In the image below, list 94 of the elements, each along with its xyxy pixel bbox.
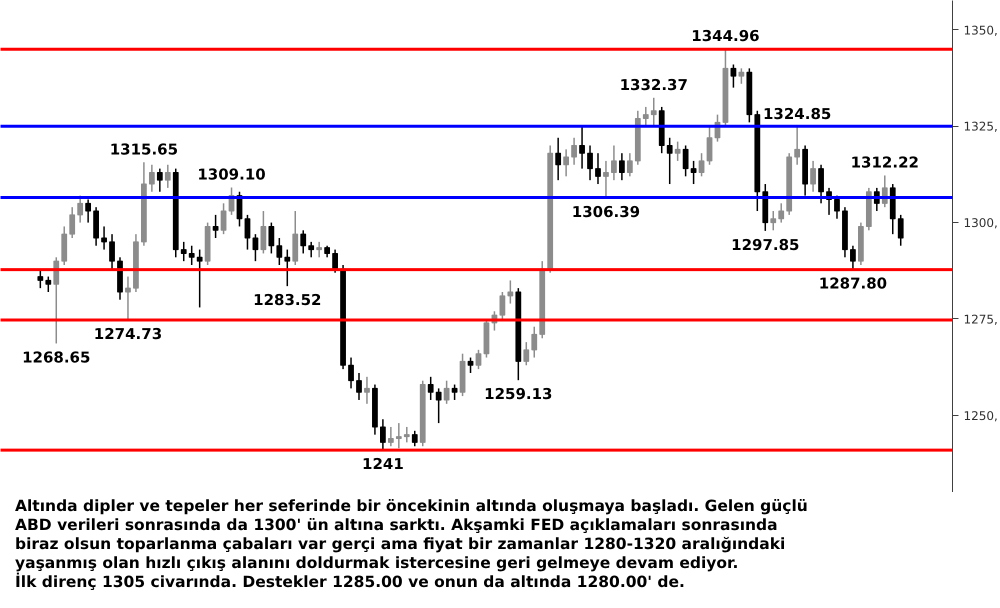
candlestick (738, 68, 744, 85)
candlestick (626, 152, 633, 178)
candlestick (650, 97, 657, 127)
candlestick (276, 237, 282, 266)
candlestick (364, 376, 370, 405)
candlestick (500, 291, 506, 320)
candlestick (324, 244, 330, 258)
candlestick (531, 326, 538, 358)
candlestick (37, 268, 44, 289)
candlestick (284, 248, 290, 287)
candlestick (850, 244, 856, 270)
text: Altında dipler ve tepeler her seferinde bir öncekinin altında oluşmaya başladı. Gelen güçlü ABD verileri sonrasında da 1300' ün altına sarktı. Akşamki FED açıklamaları sonrasında biraz olsun toparlanma çabaları var gerçi ama fiyat bir zamanlar 1280-1320 aralığındaki yaşanmış olan hızlı çıkış alanını doldurmak istercesine geri gelmeye devam ediyor. İlk direnç 1305 civarında. Destekler 1285.00 ve onun da altında 1280.00' de. (14, 497, 808, 592)
candlestick (268, 222, 274, 254)
annotation: 1287.80 (818, 274, 888, 293)
candlestick (260, 210, 266, 254)
annotation: 1297.85 (731, 236, 800, 254)
candlestick (388, 426, 394, 447)
candlestick (77, 194, 84, 224)
candlestick (196, 248, 203, 308)
candlestick (603, 160, 609, 199)
annotation: 1312.22 (850, 153, 919, 172)
candlestick (412, 430, 418, 447)
candlestick (252, 233, 258, 262)
candlestick (396, 422, 402, 449)
candlestick (587, 144, 593, 181)
candlestick (818, 164, 824, 204)
candlestick (619, 152, 625, 181)
candlestick (85, 198, 92, 224)
candlestick (428, 376, 434, 401)
annotation: 1241 (362, 455, 404, 474)
candlestick (523, 341, 530, 366)
candlestick (698, 152, 704, 178)
annotation: 1306.39 (572, 202, 640, 221)
annotation: 1324.85 (762, 104, 832, 123)
candlestick (244, 214, 250, 250)
annotation: 1283.52 (253, 291, 322, 310)
candlestick (380, 418, 386, 451)
candlestick (220, 202, 226, 235)
candlestick (666, 137, 673, 185)
annotation: 1274.73 (94, 325, 162, 344)
candlestick (332, 248, 338, 274)
candlestick (571, 137, 577, 166)
candlestick (579, 125, 585, 170)
candlestick (101, 226, 107, 250)
candlestick (212, 214, 218, 239)
candlestick (611, 144, 617, 181)
candlestick (682, 144, 689, 178)
annotation: 1315.65 (110, 140, 178, 158)
candlestick (642, 106, 649, 127)
candlestick (706, 125, 712, 166)
candlestick (834, 194, 840, 220)
candlestick (236, 191, 242, 228)
candlestick (810, 160, 816, 192)
candlestick (300, 230, 306, 254)
candlestick (898, 214, 904, 246)
candlestick (555, 137, 562, 181)
candlestick (45, 276, 52, 293)
annotation: 1259.13 (484, 385, 552, 404)
y-tick-label: 1325, (964, 120, 998, 134)
candlestick (778, 202, 784, 224)
candlestick (794, 126, 800, 166)
candlestick (507, 280, 514, 304)
candlestick (563, 148, 570, 178)
candlestick (690, 160, 696, 185)
candlestick (164, 164, 171, 189)
y-tick-label: 1350, (964, 23, 998, 38)
candlestick (69, 206, 76, 239)
candlestick (308, 241, 314, 258)
candlestick (404, 426, 410, 444)
candlestick (436, 388, 442, 424)
candlestick (730, 64, 736, 88)
annotation: 1344.96 (691, 27, 760, 46)
candlestick (468, 356, 474, 374)
candlestick (452, 384, 458, 401)
annotation: 1309.10 (197, 166, 266, 184)
annotation: 1268.65 (22, 348, 90, 366)
candlestick (348, 356, 354, 390)
candlestick (595, 152, 601, 185)
candlestick (444, 380, 450, 405)
candlestick (316, 241, 322, 258)
y-tick-label: 1250, (964, 408, 998, 423)
candlestick (674, 140, 681, 162)
candlestick (356, 372, 362, 401)
y-tick-label: 1300, (964, 216, 998, 230)
candlestick (109, 233, 115, 270)
candlestick (156, 168, 163, 192)
candlestick (125, 276, 131, 321)
candlestick (180, 241, 187, 262)
candlestick (770, 210, 776, 232)
y-tick-label: 1275, (964, 312, 998, 326)
candlestick (476, 349, 482, 370)
annotation: 1332.37 (620, 76, 688, 94)
candlestick (188, 244, 195, 266)
candlestick (148, 164, 155, 192)
